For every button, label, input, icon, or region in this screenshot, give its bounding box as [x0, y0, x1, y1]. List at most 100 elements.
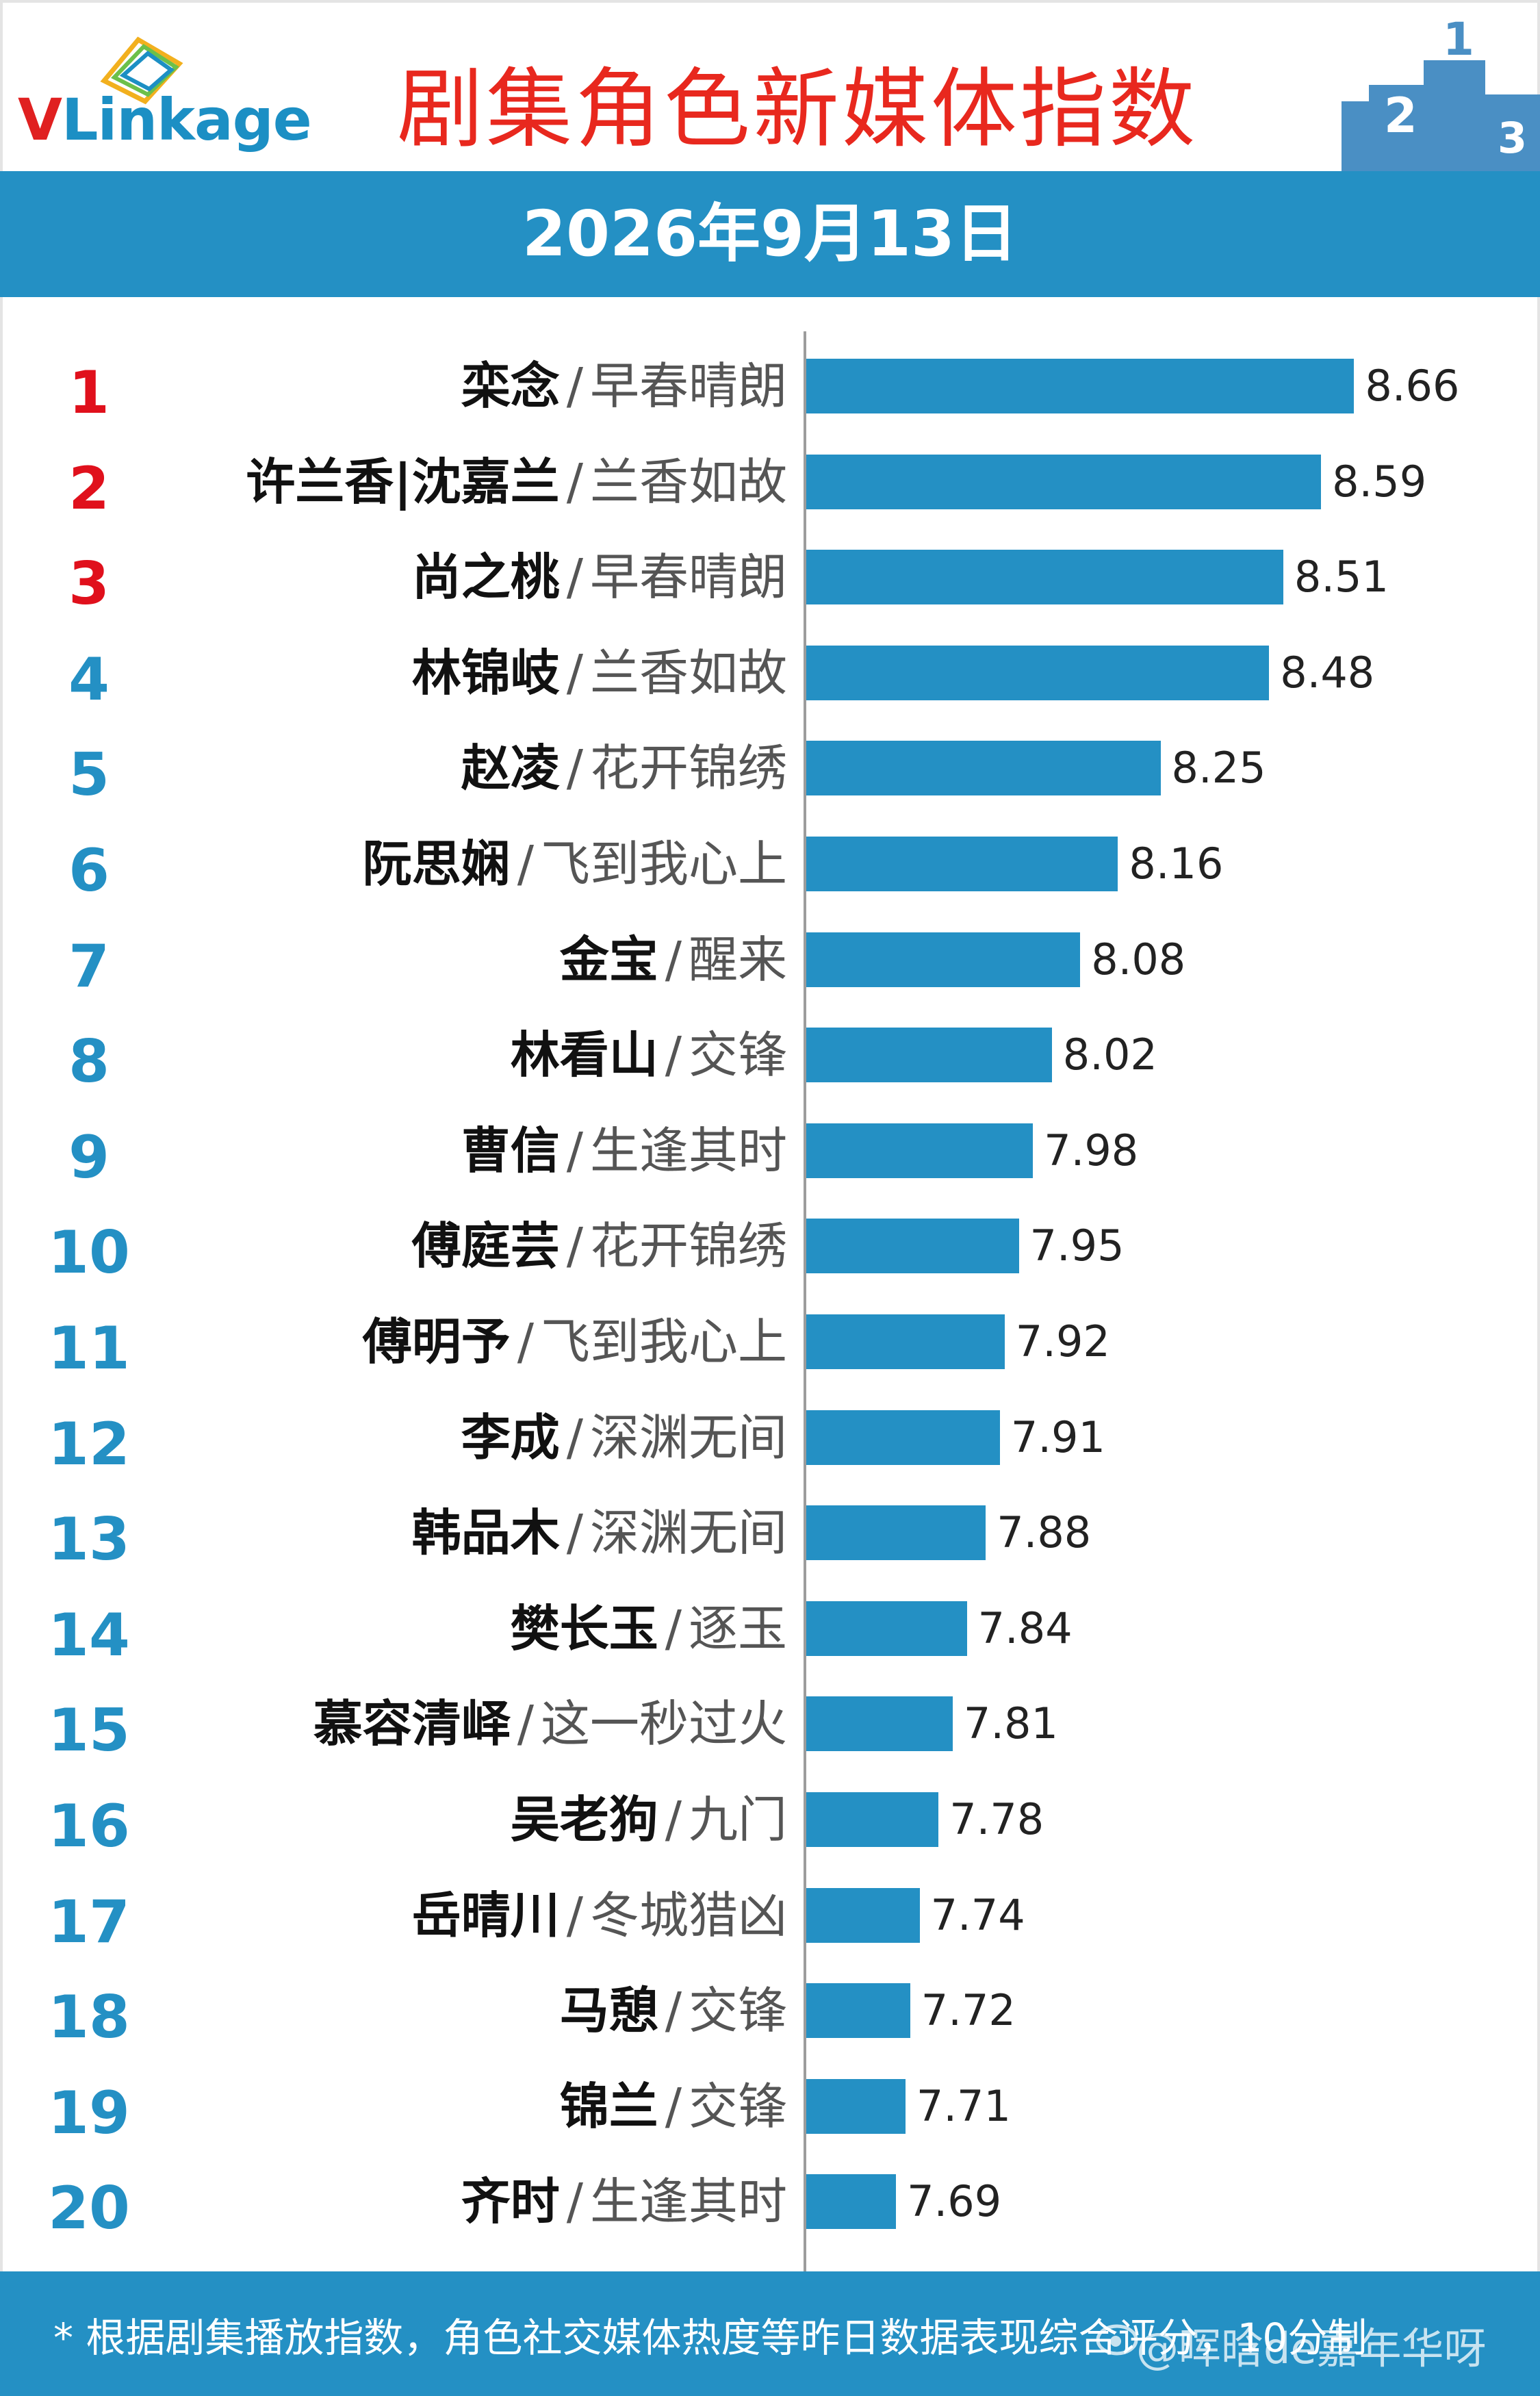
drama-title: 交锋 — [688, 1026, 787, 1084]
character-name: 林锦岐 — [411, 643, 560, 702]
score-value: 7.91 — [1010, 1412, 1105, 1462]
label-separator: / — [566, 2173, 583, 2231]
row-label: 锦兰 / 交锋 — [560, 2059, 787, 2154]
rank-number: 19 — [48, 2078, 130, 2148]
character-name: 栾念 — [461, 357, 560, 415]
chart-row: 12 李成 / 深渊无间 7.91 — [0, 1390, 1540, 1486]
label-separator: / — [665, 1982, 682, 2040]
row-label: 慕容清峄 / 这一秒过火 — [313, 1676, 787, 1772]
drama-title: 兰香如故 — [589, 643, 787, 702]
rank-number: 18 — [48, 1983, 130, 2052]
score-value: 8.02 — [1062, 1030, 1157, 1080]
score-value: 8.08 — [1091, 934, 1186, 984]
svg-text:2: 2 — [1384, 88, 1417, 144]
drama-title: 深渊无间 — [589, 1504, 787, 1562]
chart-row: 13 韩品木 / 深渊无间 7.88 — [0, 1485, 1540, 1581]
score-bar — [806, 359, 1355, 413]
rank-number: 14 — [48, 1601, 130, 1670]
label-separator: / — [566, 739, 583, 798]
row-label: 岳晴川 / 冬城猎凶 — [412, 1868, 787, 1963]
chart-row: 6 阮思娴 / 飞到我心上 8.16 — [0, 816, 1540, 912]
watermark-text: @晖晗de嘉年华呀 — [1136, 2323, 1487, 2373]
rank-number: 5 — [68, 741, 110, 810]
score-bar — [806, 837, 1118, 891]
score-value: 7.84 — [977, 1603, 1073, 1653]
date-text: 2026年9月13日 — [522, 197, 1018, 270]
vlinkage-logo: VLinkage — [15, 21, 337, 153]
chart-row: 11 傅明予 / 飞到我心上 7.92 — [0, 1294, 1540, 1390]
character-name: 锦兰 — [559, 2077, 658, 2135]
page-title: 剧集角色新媒体指数 — [397, 59, 1198, 160]
chart-row: 18 马憩 / 交锋 7.72 — [0, 1963, 1540, 2059]
character-name: 傅明予 — [362, 1313, 511, 1371]
label-separator: / — [566, 1408, 583, 1466]
rank-number: 3 — [68, 550, 110, 619]
drama-title: 花开锦绣 — [589, 739, 787, 798]
score-bar — [806, 1028, 1052, 1083]
character-name: 李成 — [461, 1408, 560, 1466]
label-separator: / — [566, 357, 583, 415]
chart-row: 17 岳晴川 / 冬城猎凶 7.74 — [0, 1868, 1540, 1963]
score-value: 7.92 — [1015, 1316, 1110, 1366]
chart-row: 19 锦兰 / 交锋 7.71 — [0, 2059, 1540, 2154]
label-separator: / — [517, 835, 534, 893]
score-bar — [806, 1314, 1005, 1369]
score-bar — [806, 741, 1161, 796]
character-name: 赵凌 — [461, 739, 560, 798]
score-bar — [806, 1505, 986, 1561]
rank-number: 13 — [48, 1505, 130, 1575]
chart-row: 10 傅庭芸 / 花开锦绣 7.95 — [0, 1198, 1540, 1294]
row-label: 齐时 / 生逢其时 — [461, 2154, 787, 2250]
drama-title: 逐玉 — [688, 1599, 787, 1657]
svg-text:1: 1 — [1443, 19, 1474, 66]
score-bar — [806, 1410, 1000, 1465]
score-value: 8.66 — [1365, 361, 1460, 411]
rank-number: 8 — [68, 1028, 110, 1097]
score-value: 7.71 — [916, 2080, 1011, 2131]
chart-row: 20 齐时 / 生逢其时 7.69 — [0, 2154, 1540, 2250]
row-label: 赵凌 / 花开锦绣 — [461, 720, 787, 816]
row-label: 傅庭芸 / 花开锦绣 — [412, 1198, 787, 1294]
rank-number: 16 — [48, 1792, 130, 1861]
row-label: 尚之桃 / 早春晴朗 — [412, 529, 787, 625]
score-bar — [806, 645, 1270, 700]
weibo-icon — [1096, 2324, 1138, 2356]
label-separator: / — [566, 1886, 583, 1944]
score-value: 7.95 — [1029, 1221, 1125, 1271]
score-value: 8.59 — [1332, 456, 1427, 507]
chart-row: 2 许兰香|沈嘉兰 / 兰香如故 8.59 — [0, 434, 1540, 530]
row-label: 马憩 / 交锋 — [560, 1963, 787, 2059]
score-value: 8.16 — [1129, 839, 1224, 889]
label-separator: / — [566, 1504, 583, 1562]
label-separator: / — [665, 1791, 682, 1848]
label-separator: / — [517, 1313, 534, 1371]
rank-number: 4 — [68, 645, 110, 714]
label-separator: / — [665, 930, 682, 989]
chart-row: 9 曹信 / 生逢其时 7.98 — [0, 1103, 1540, 1199]
row-label: 林锦岐 / 兰香如故 — [412, 625, 787, 721]
chart-row: 7 金宝 / 醒来 8.08 — [0, 912, 1540, 1008]
score-bar — [806, 550, 1283, 605]
row-label: 韩品木 / 深渊无间 — [412, 1485, 787, 1581]
score-bar — [806, 1792, 939, 1847]
character-name: 韩品木 — [411, 1504, 560, 1562]
chart-row: 5 赵凌 / 花开锦绣 8.25 — [0, 720, 1540, 816]
row-label: 傅明予 / 飞到我心上 — [363, 1294, 787, 1390]
score-value: 8.48 — [1280, 647, 1375, 698]
footer-note: * 根据剧集播放指数，角色社交媒体热度等昨日数据表现综合评分，10分制 — [53, 2315, 1368, 2361]
date-banner: 2026年9月13日 — [0, 171, 1540, 297]
row-label: 吴老狗 / 九门 — [511, 1772, 787, 1868]
score-bar — [806, 454, 1322, 509]
rank-number: 20 — [48, 2174, 130, 2243]
drama-title: 飞到我心上 — [540, 835, 787, 893]
row-label: 曹信 / 生逢其时 — [461, 1103, 787, 1199]
label-separator: / — [566, 548, 583, 607]
score-value: 7.81 — [963, 1698, 1058, 1749]
chart-axis-line — [804, 331, 806, 2276]
drama-title: 冬城猎凶 — [589, 1886, 787, 1944]
row-label: 金宝 / 醒来 — [560, 912, 787, 1008]
rank-number: 11 — [48, 1314, 130, 1383]
character-name: 樊长玉 — [510, 1599, 658, 1657]
label-separator: / — [566, 643, 583, 702]
chart-row: 14 樊长玉 / 逐玉 7.84 — [0, 1581, 1540, 1677]
